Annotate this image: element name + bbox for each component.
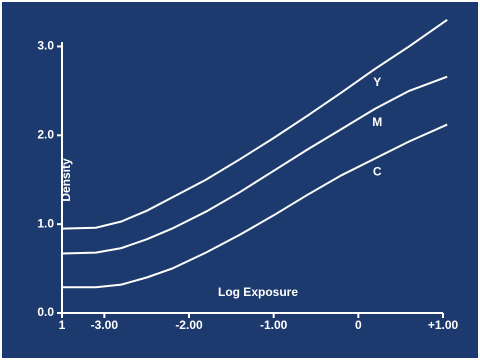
x-tick-label: -2.00 bbox=[175, 318, 203, 332]
x-tick-label: 1 bbox=[59, 318, 66, 332]
curve bbox=[61, 18, 448, 230]
x-tick-label: 0 bbox=[355, 318, 362, 332]
series-label: Y bbox=[373, 75, 381, 89]
y-tick-label: 1.0 bbox=[37, 216, 54, 230]
y-tick-label: 3.0 bbox=[37, 39, 54, 53]
y-tick-label: 2.0 bbox=[37, 127, 54, 141]
x-axis-label: Log Exposure bbox=[218, 285, 298, 299]
series-label: M bbox=[372, 115, 382, 129]
curve bbox=[61, 75, 448, 255]
series-label: C bbox=[373, 165, 382, 179]
y-tick-label: 0.0 bbox=[37, 305, 54, 319]
x-tick-label: -1.00 bbox=[260, 318, 288, 332]
curve bbox=[62, 123, 448, 289]
x-tick-label: +1.00 bbox=[428, 318, 459, 332]
x-tick-label: -3.00 bbox=[91, 318, 119, 332]
